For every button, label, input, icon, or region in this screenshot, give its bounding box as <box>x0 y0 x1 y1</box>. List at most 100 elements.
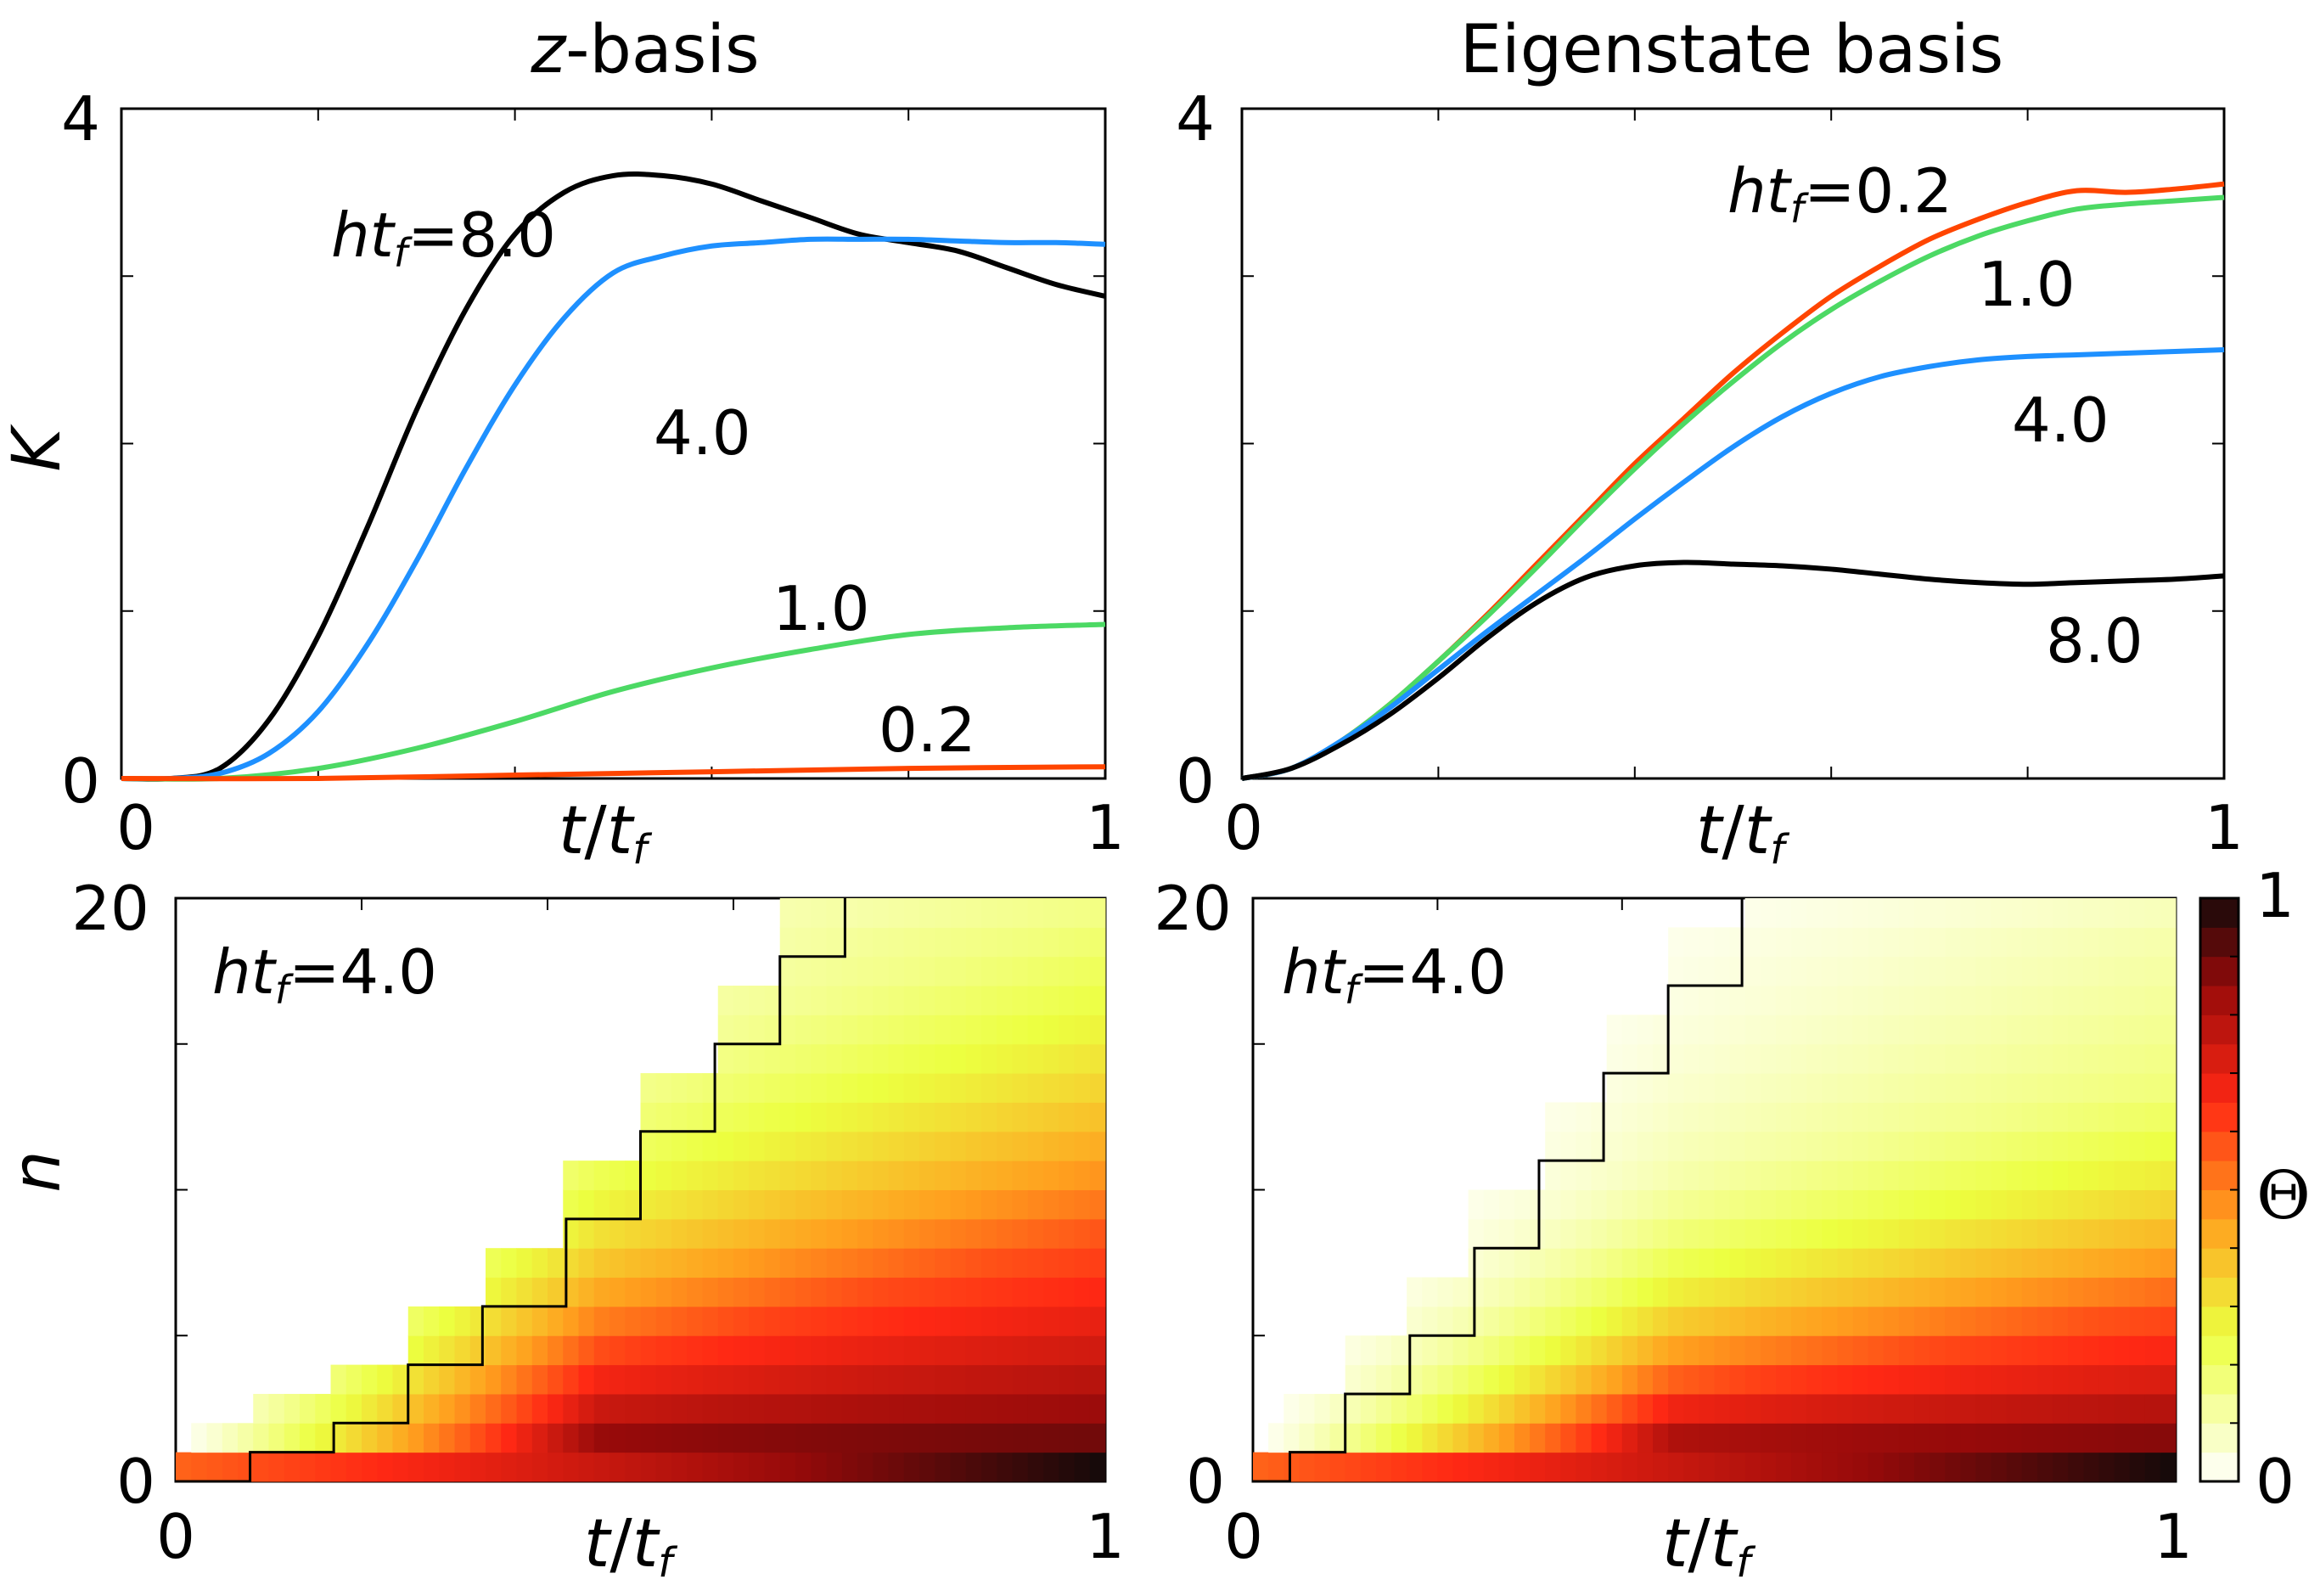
heat-cell <box>1027 1160 1044 1190</box>
heat-cell <box>873 1102 889 1132</box>
heat-cell <box>516 1452 533 1482</box>
heat-cell <box>2129 1423 2146 1453</box>
heat-cell <box>1930 1335 1946 1366</box>
heat-cell <box>362 1393 378 1424</box>
heat-cell <box>935 898 951 928</box>
heat-cell <box>1637 1160 1654 1190</box>
heat-cell <box>2021 1131 2038 1161</box>
heat-cell <box>1498 1248 1515 1278</box>
heat-cell <box>2160 898 2177 928</box>
heat-cell <box>997 956 1013 986</box>
heat-cell <box>2068 1131 2084 1161</box>
heat-cell <box>795 1335 812 1366</box>
heat-cell <box>1837 1452 1854 1482</box>
heat-cell <box>873 1189 889 1220</box>
heat-cell <box>795 898 812 928</box>
heat-cell <box>2021 1306 2038 1336</box>
tl-frame <box>120 107 1107 780</box>
heat-cell <box>2144 927 2161 958</box>
heat-cell <box>779 927 796 958</box>
heat-cell <box>702 1277 719 1307</box>
heat-cell <box>1775 927 1792 958</box>
bottom-left-staircase <box>176 898 846 1483</box>
heat-cell <box>702 1364 719 1395</box>
heat-cell <box>1975 956 1992 986</box>
heat-cell <box>764 1102 781 1132</box>
heat-cell <box>1898 1393 1915 1424</box>
heat-cell <box>2144 1364 2161 1395</box>
heat-cell <box>1483 1277 1500 1307</box>
heat-cell <box>176 1452 192 1482</box>
heat-cell <box>1653 1043 1669 1074</box>
heat-cell <box>2006 1189 2023 1220</box>
heat-cell <box>1729 1131 1746 1161</box>
heat-cell <box>749 1131 765 1161</box>
heat-cell <box>795 1014 812 1045</box>
heat-cell <box>1591 1248 1608 1278</box>
heat-cell <box>1975 1160 1992 1190</box>
heat-cell <box>841 1102 858 1132</box>
heat-cell <box>671 1364 688 1395</box>
heat-cell <box>950 1306 967 1336</box>
heat-cell <box>702 1189 719 1220</box>
heat-cell <box>857 1452 874 1482</box>
heat-cell <box>191 1423 207 1453</box>
heat-cell <box>1560 1364 1576 1395</box>
heat-cell <box>1837 986 1854 1015</box>
heat-cell <box>717 1189 734 1220</box>
heat-cell <box>733 1043 750 1074</box>
heat-cell <box>764 1335 781 1366</box>
heat-cell <box>1591 1277 1608 1307</box>
heat-cell <box>1868 1014 1885 1045</box>
heat-cell <box>965 1335 982 1366</box>
heat-cell <box>563 1335 579 1366</box>
heat-cell <box>1760 986 1777 1015</box>
heat-cell <box>965 1218 982 1249</box>
heat-cell <box>1852 986 1869 1015</box>
heat-cell <box>1591 1364 1608 1395</box>
heat-cell <box>1012 1014 1029 1045</box>
heat-cell <box>222 1423 239 1453</box>
tr-annot-1: 1.0 <box>1978 249 2076 320</box>
tr-xtick-0: 0 <box>1224 792 1263 863</box>
heat-cell <box>2129 1277 2146 1307</box>
heat-cell <box>1898 1043 1915 1074</box>
heat-cell <box>1960 1306 1976 1336</box>
heat-cell <box>392 1423 409 1453</box>
heat-cell <box>1043 1452 1059 1482</box>
heat-cell <box>2083 1189 2099 1220</box>
heat-cell <box>733 1102 750 1132</box>
tl-ylabel: K <box>0 424 76 472</box>
heat-cell <box>1760 1102 1777 1132</box>
heat-cell <box>1945 1014 1961 1045</box>
heat-cell <box>1760 1218 1777 1249</box>
heat-cell <box>1852 1160 1869 1190</box>
heat-cell <box>2129 1393 2146 1424</box>
heat-cell <box>2129 1189 2146 1220</box>
heat-cell <box>671 1393 688 1424</box>
heat-cell <box>1683 986 1699 1015</box>
heat-cell <box>1074 1393 1091 1424</box>
heat-cell <box>1012 1423 1029 1453</box>
heat-cell <box>1422 1423 1438 1453</box>
heat-cell <box>2053 1218 2069 1249</box>
heat-cell <box>1683 1189 1699 1220</box>
heat-cell <box>2098 1277 2115 1307</box>
heat-cell <box>1898 1364 1915 1395</box>
heat-cell <box>1268 1452 1284 1482</box>
heat-cell <box>2144 1218 2161 1249</box>
colorbar-step <box>2200 1160 2239 1190</box>
heat-cell <box>1960 1160 1976 1190</box>
heat-cell <box>841 1073 858 1103</box>
heat-cell <box>1621 1364 1638 1395</box>
heat-cell <box>1714 927 1731 958</box>
heat-cell <box>981 1306 997 1336</box>
heat-cell <box>609 1160 626 1190</box>
heat-cell <box>1637 1248 1654 1278</box>
heat-cell <box>903 1248 920 1278</box>
heat-cell <box>1868 986 1885 1015</box>
heat-cell <box>1699 1102 1715 1132</box>
heat-cell <box>935 1043 951 1074</box>
heat-cell <box>1059 1189 1075 1220</box>
heat-cell <box>1653 1073 1669 1103</box>
